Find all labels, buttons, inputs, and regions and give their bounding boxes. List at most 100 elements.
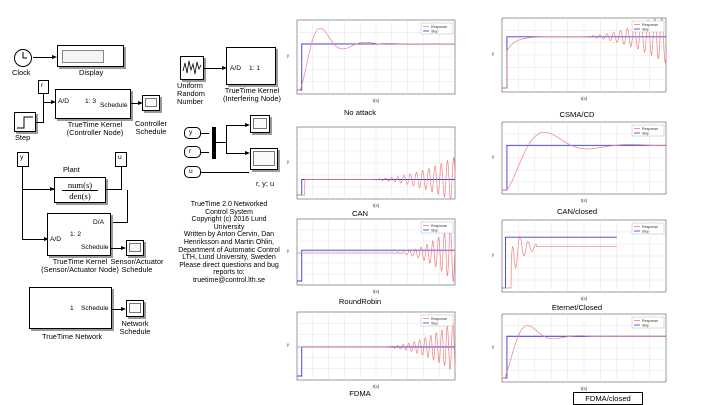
legend-step: Step [642,230,649,234]
sensor-schedule-scope[interactable] [126,240,144,256]
step-icon [17,116,33,129]
legend-response: Response [642,319,658,323]
caption-can-closed: CAN/closed [556,207,598,216]
sensor-kernel-block[interactable]: D/A A/D 1: 2 Schedule [47,213,111,256]
sens-ad-port: A/D [50,236,61,243]
y-port-label: y [20,154,24,161]
plot-ylabel: y [287,342,290,347]
legend-step: Step [431,322,438,326]
plot-can: t(s) y [287,126,456,208]
net-schedule-port: Schedule [81,305,109,312]
display-block[interactable] [57,45,124,67]
plot-ylabel: y [287,53,290,58]
legend-response: Response [431,317,447,321]
ryu-label: r, y; u [256,179,275,188]
step-block[interactable] [14,112,36,132]
net-id: 1 [70,305,74,312]
credits-text: TrueTime 2.0 Networked Control System Co… [178,201,280,284]
r-port-label: r [41,82,44,89]
net-label: TrueTime Network [42,332,103,341]
clock-block[interactable] [13,48,33,68]
ctrl-schedule-port: Schedule [100,102,128,109]
ryu-scope[interactable] [250,148,278,170]
caption-fdma-closed-box: FDMA/closed [573,392,643,405]
sens-kernel-label: TrueTime Kernel (Sensor/Actuator Node) [41,257,119,274]
caption-roundrobin: RoundRobin [338,297,382,306]
plant-label: Plant [63,165,80,174]
caption-fdma-closed: FDMA/closed [585,394,631,403]
ctrl-ratio: 1: 3 [85,98,96,105]
plot-ylabel: y [287,248,290,253]
u-port-label: u [118,154,122,161]
plot-ylabel: y [492,344,495,349]
r-port-block[interactable] [38,80,49,94]
mux-u-port[interactable] [184,166,201,178]
sens-ratio: 1: 2 [70,231,81,238]
plot-xlabel: t(s) [373,98,380,103]
network-block[interactable]: 1 Schedule [29,287,112,329]
legend-step: Step [642,132,649,136]
caption-fdma: FDMA [349,389,371,398]
step-label: Step [15,133,31,142]
mux-y-label: y [189,129,193,136]
sens-schedule-port: Schedule [81,244,109,251]
legend-response: Response [642,225,658,229]
clock-label: Clock [12,68,31,77]
display-label: Display [79,68,104,77]
legend-response: Response [642,127,658,131]
plot-ylabel: y [492,51,495,56]
y-r-scope[interactable] [250,115,270,133]
plant-num: num(s) [67,180,93,190]
plot-xlabel: t(s) [373,289,380,294]
caption-csma-cd: CSMA/CD [559,110,595,119]
ctrl-scope-label: Controller Schedule [134,119,168,136]
mux-y-port[interactable] [184,127,201,139]
int-kernel-label: TrueTime Kernel (Interfering Node) [223,86,281,103]
sens-da-port: D/A [93,219,104,226]
plot-ylabel: y [287,159,290,164]
noise-icon [182,60,202,75]
legend-step: Step [431,30,438,34]
caption-ethernet-closed: Eternet/Closed [551,303,603,312]
legend-step: Step [431,229,438,233]
mux-u-label: u [189,168,193,175]
int-ad-port: A/D [230,65,241,72]
net-scope-label: Network Schedule [119,319,151,336]
legend-step: Step [642,324,649,328]
plot-xlabel: t(s) [373,203,380,208]
mux-block[interactable] [212,127,216,159]
u-port-block[interactable] [115,152,127,167]
plot-xlabel: t(s) [581,386,588,391]
legend-response: Response [642,23,658,27]
plot-ylabel: y [492,252,495,257]
caption-can: CAN [351,209,369,218]
legend-response: Response [431,224,447,228]
plant-block[interactable]: num(s) den(s) [54,177,106,203]
y-port-block[interactable] [17,152,29,167]
int-ratio: 1: 1 [249,65,260,72]
interfering-kernel-block[interactable]: A/D 1: 1 [226,47,276,85]
mux-r-label: r [189,148,192,155]
ctrl-kernel-label: TrueTime Kernel (Controller Node) [66,120,124,137]
plot-ylabel: y [492,154,495,159]
plot-xlabel: t(s) [581,96,588,101]
legend-response: Response [431,25,447,29]
plant-den: den(s) [69,191,91,201]
rand-label: Uniform Random Number [177,81,205,106]
network-schedule-scope[interactable] [126,300,144,317]
caption-no-attack: No attack [343,108,377,117]
controller-schedule-scope[interactable] [142,95,160,111]
mux-r-port[interactable] [184,146,201,158]
plot-xlabel: t(s) [581,198,588,203]
controller-kernel-block[interactable]: A/D 1: 3 Schedule [55,89,131,119]
random-number-block[interactable] [180,56,204,80]
clock-icon [14,49,32,67]
plot-xlabel: t(s) [373,384,380,389]
